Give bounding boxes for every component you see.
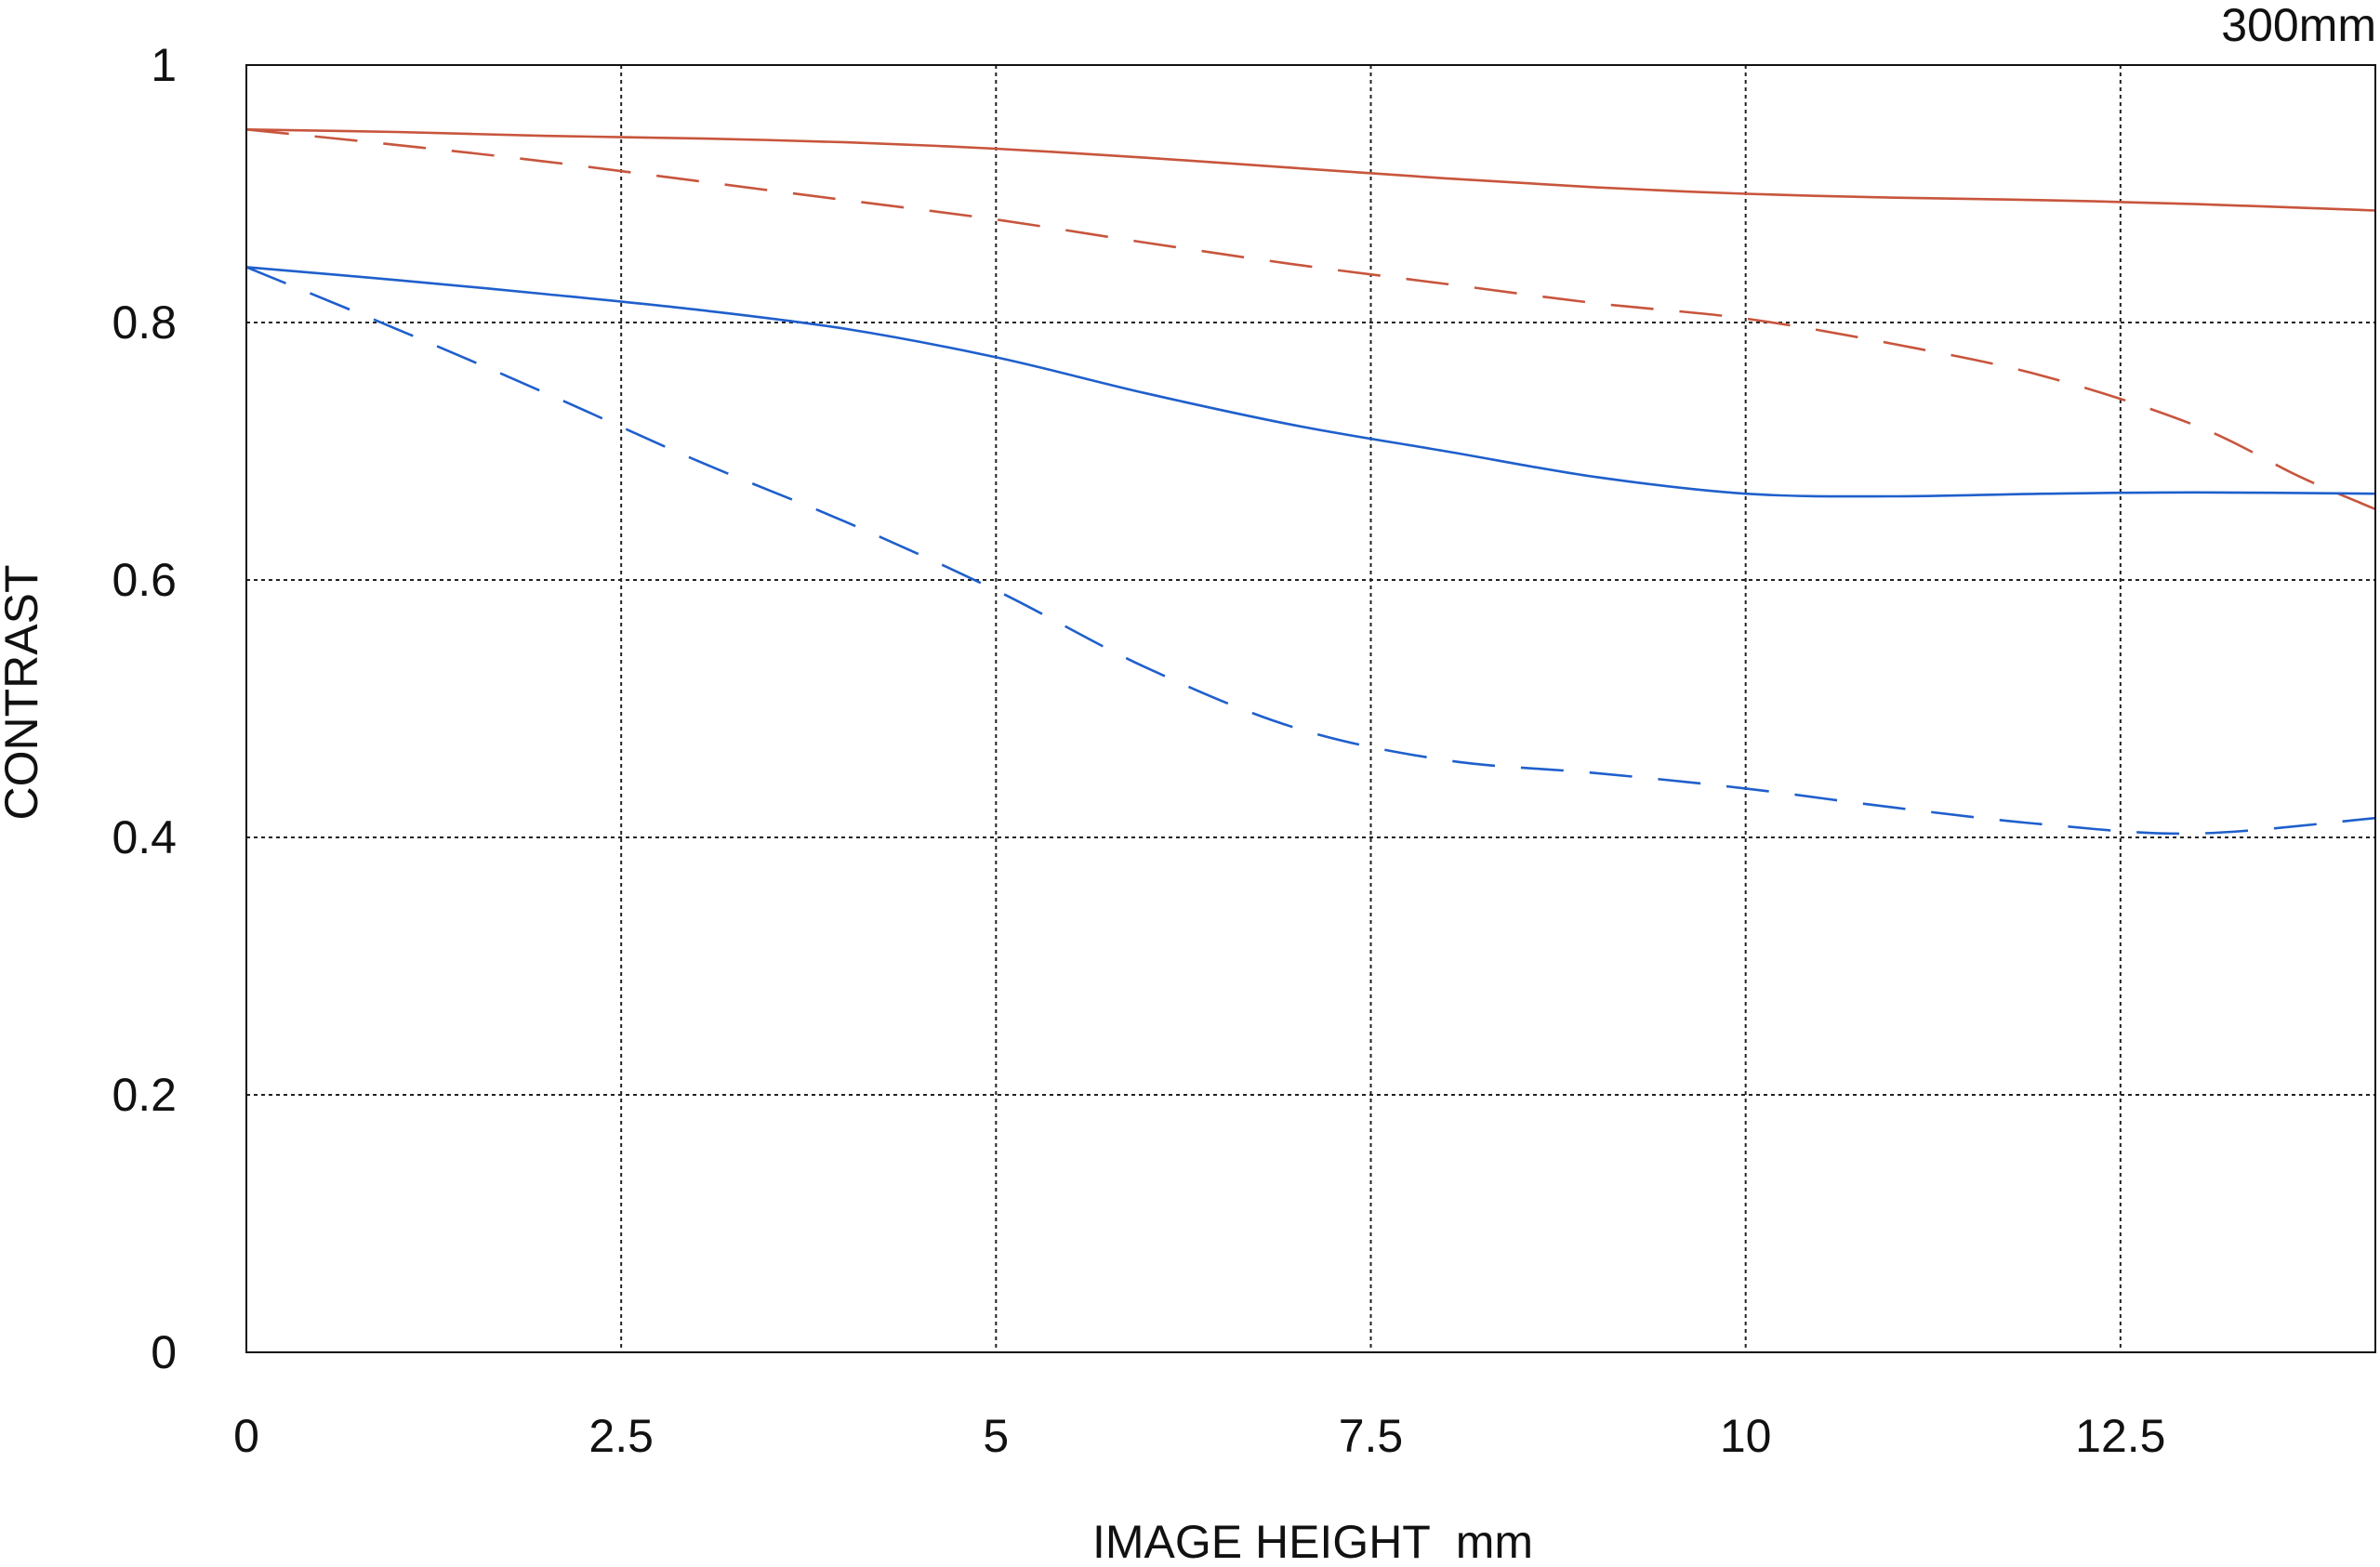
series-line-2 [245,266,2376,498]
x-tick-label: 0 [233,1410,259,1462]
focal-length-label: 300mm [2221,0,2376,51]
y-tick-label: 1 [151,39,177,91]
series-layer [245,128,2376,836]
x-tick-label: 10 [1720,1410,1772,1462]
series-line-0 [245,128,2376,212]
x-tick-label: 7.5 [1339,1410,1404,1462]
tick-layer: 0 2.5 5 7.5 10 12.5 0 0.2 0.4 0.6 0.8 1 [112,39,2165,1462]
series-line-3 [245,266,2376,836]
x-tick-label: 12.5 [2075,1410,2165,1462]
y-tick-label: 0.8 [112,296,177,349]
plot-frame [245,64,2376,1353]
x-axis-title: IMAGE HEIGHT mm [1092,1516,1533,1562]
x-tick-label: 2.5 [588,1410,654,1462]
y-tick-label: 0.2 [112,1069,177,1121]
series-line-1 [245,128,2376,510]
y-axis-title: CONTRAST [0,565,47,821]
x-tick-label: 5 [983,1410,1009,1462]
grid-layer [246,65,2375,1352]
y-tick-label: 0.6 [112,554,177,606]
y-tick-label: 0 [151,1326,177,1378]
y-tick-label: 0.4 [112,811,177,863]
